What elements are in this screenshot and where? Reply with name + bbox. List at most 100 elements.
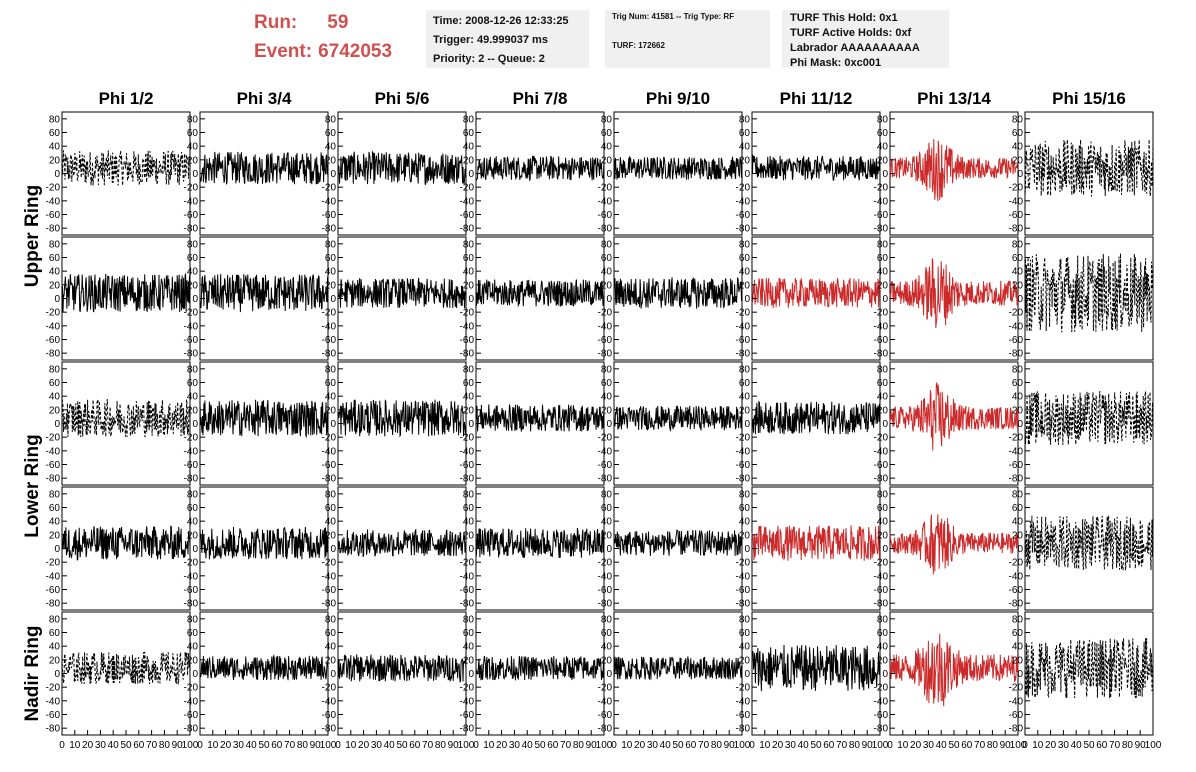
y-tick-label: -40: [598, 696, 613, 707]
y-tick-label: 40: [463, 642, 475, 653]
x-tick-label: 50: [396, 740, 408, 751]
x-tick-label: 100: [872, 740, 889, 751]
y-tick-label: 40: [187, 392, 199, 403]
waveform-trace: [889, 258, 1019, 329]
waveform-trace: [199, 654, 329, 681]
column-header: Phi 5/6: [375, 89, 430, 108]
y-tick-label: 20: [325, 530, 337, 541]
y-tick-label: -60: [322, 335, 337, 346]
x-tick-label: 70: [284, 740, 296, 751]
x-tick-label: 80: [573, 740, 585, 751]
y-tick-label: -60: [46, 210, 61, 221]
waveform-trace: [613, 405, 743, 432]
y-tick-label: -40: [874, 571, 889, 582]
y-tick-label: -80: [184, 349, 199, 360]
y-tick-label: 80: [1012, 614, 1024, 625]
y-tick-label: -20: [736, 183, 751, 194]
y-tick-label: -40: [184, 696, 199, 707]
y-tick-label: 40: [1012, 392, 1024, 403]
y-tick-label: 40: [325, 142, 337, 153]
waveform-trace: [889, 514, 1019, 575]
event-value: 6742053: [318, 41, 393, 62]
y-tick-label: 0: [744, 169, 750, 180]
y-tick-label: 20: [739, 280, 751, 291]
y-tick-label: 0: [54, 669, 60, 680]
y-tick-label: 20: [463, 530, 475, 541]
y-tick-label: -20: [322, 308, 337, 319]
x-tick-label: 60: [271, 740, 283, 751]
x-tick-label: 100: [182, 740, 199, 751]
y-tick-label: -60: [322, 460, 337, 471]
y-tick-label: 60: [739, 503, 751, 514]
y-tick-label: 60: [739, 128, 751, 139]
y-tick-label: 40: [187, 517, 199, 528]
y-tick-label: -40: [46, 446, 61, 457]
y-tick-label: -60: [460, 710, 475, 721]
x-tick-label: 30: [785, 740, 797, 751]
turf-line: TURF: 172662: [612, 41, 665, 50]
x-tick-label: 30: [233, 740, 245, 751]
y-tick-label: 60: [601, 253, 613, 264]
column-header: Phi 7/8: [513, 89, 568, 108]
y-tick-label: 20: [325, 155, 337, 166]
y-tick-label: 60: [739, 628, 751, 639]
y-tick-label: -60: [598, 710, 613, 721]
y-tick-label: 60: [187, 378, 199, 389]
y-tick-label: 20: [601, 530, 613, 541]
y-tick-label: 60: [187, 628, 199, 639]
x-tick-label: 70: [836, 740, 848, 751]
event-header: Run: 59 Event: 6742053 Time: 2008-12-26 12…: [0, 0, 1196, 80]
x-tick-label: 30: [371, 740, 383, 751]
y-tick-label: 0: [192, 419, 198, 430]
x-tick-label: 10: [897, 740, 909, 751]
y-tick-label: 80: [877, 114, 889, 125]
y-tick-label: -60: [1009, 585, 1024, 596]
y-tick-label: -60: [598, 585, 613, 596]
x-tick-label: 20: [220, 740, 232, 751]
y-tick-label: 60: [739, 378, 751, 389]
y-tick-label: -40: [874, 321, 889, 332]
y-tick-label: 0: [1017, 294, 1023, 305]
y-tick-label: -20: [322, 558, 337, 569]
y-tick-label: -40: [460, 696, 475, 707]
y-tick-label: 80: [49, 364, 61, 375]
x-tick-label: 0: [335, 740, 341, 751]
y-tick-label: -20: [322, 683, 337, 694]
y-tick-label: 40: [1012, 267, 1024, 278]
y-tick-label: 20: [739, 405, 751, 416]
y-tick-label: 60: [601, 378, 613, 389]
y-tick-label: -80: [46, 474, 61, 485]
waveform-trace: [199, 151, 329, 185]
y-tick-label: 0: [606, 169, 612, 180]
y-tick-label: 0: [330, 544, 336, 555]
x-tick-label: 100: [320, 740, 337, 751]
y-tick-label: 40: [49, 642, 61, 653]
y-tick-label: -40: [736, 321, 751, 332]
x-tick-label: 100: [1145, 740, 1162, 751]
y-tick-label: 80: [325, 614, 337, 625]
y-tick-label: -20: [736, 683, 751, 694]
y-tick-label: -60: [874, 210, 889, 221]
y-tick-label: 0: [54, 544, 60, 555]
y-tick-label: -20: [874, 183, 889, 194]
y-tick-label: -60: [1009, 460, 1024, 471]
y-tick-label: -80: [598, 474, 613, 485]
y-tick-label: 0: [192, 294, 198, 305]
y-tick-label: -80: [460, 474, 475, 485]
waveform-trace: [1024, 139, 1154, 197]
x-tick-label: 0: [611, 740, 617, 751]
y-tick-label: -80: [736, 349, 751, 360]
y-tick-label: -20: [322, 183, 337, 194]
y-tick-label: 0: [744, 669, 750, 680]
x-tick-label: 40: [384, 740, 396, 751]
x-tick-label: 80: [987, 740, 999, 751]
y-tick-label: 20: [1012, 530, 1024, 541]
y-tick-label: 80: [877, 489, 889, 500]
y-tick-label: 40: [49, 392, 61, 403]
y-tick-label: -20: [874, 433, 889, 444]
y-tick-label: 40: [325, 642, 337, 653]
y-tick-label: 60: [49, 128, 61, 139]
y-tick-label: 60: [463, 253, 475, 264]
x-tick-label: 80: [849, 740, 861, 751]
y-tick-label: 20: [463, 280, 475, 291]
